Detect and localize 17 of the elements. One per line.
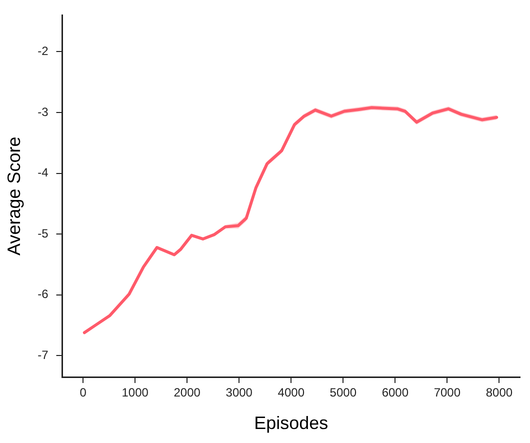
- x-tick-label: 6000: [382, 386, 409, 400]
- x-tick-label: 4000: [278, 386, 305, 400]
- x-tick-label: 2000: [174, 386, 201, 400]
- y-tick-label: -7: [38, 348, 49, 362]
- y-tick-label: -3: [38, 104, 49, 119]
- y-tick-label: -4: [38, 166, 49, 180]
- y-axis-title: Average Score: [4, 136, 24, 256]
- x-tick-label: 1000: [122, 386, 149, 400]
- y-tick-label: -5: [38, 226, 49, 240]
- x-axis-title: Episodes: [254, 413, 328, 434]
- x-tick-label: 0: [80, 386, 87, 400]
- x-tick-label: 3000: [226, 386, 253, 400]
- y-tick-label: -6: [38, 287, 49, 302]
- x-tick-label: 8000: [486, 386, 513, 400]
- x-tick-label: 5000: [330, 386, 357, 400]
- y-tick-label: -2: [38, 44, 49, 58]
- x-tick-label: 7000: [434, 386, 461, 400]
